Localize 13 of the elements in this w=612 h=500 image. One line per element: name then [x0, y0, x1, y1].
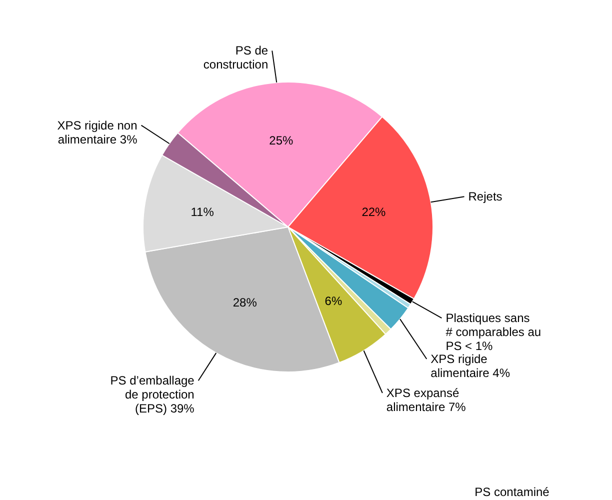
slice-label: PS de construction	[203, 44, 268, 72]
slice-label: XPS expansé alimentaire 7%	[386, 386, 466, 414]
slice-label: Plastiques sans # comparables au PS < 1%	[446, 311, 542, 354]
data-label: 25%	[269, 133, 294, 148]
text: PS contaminé	[474, 485, 550, 499]
slice-label: XPS rigide alimentaire 4%	[430, 352, 510, 380]
slice-label: PS d’emballage de protection (EPS) 39%	[110, 374, 195, 416]
data-label: 28%	[232, 296, 258, 310]
data-label: 11%	[190, 205, 214, 220]
slice-label: XPS rigide non alimentaire 3%	[57, 118, 138, 146]
data-label: 6%	[324, 294, 342, 308]
slice-label: Rejets	[468, 190, 502, 204]
data-label: 22%	[362, 205, 386, 220]
